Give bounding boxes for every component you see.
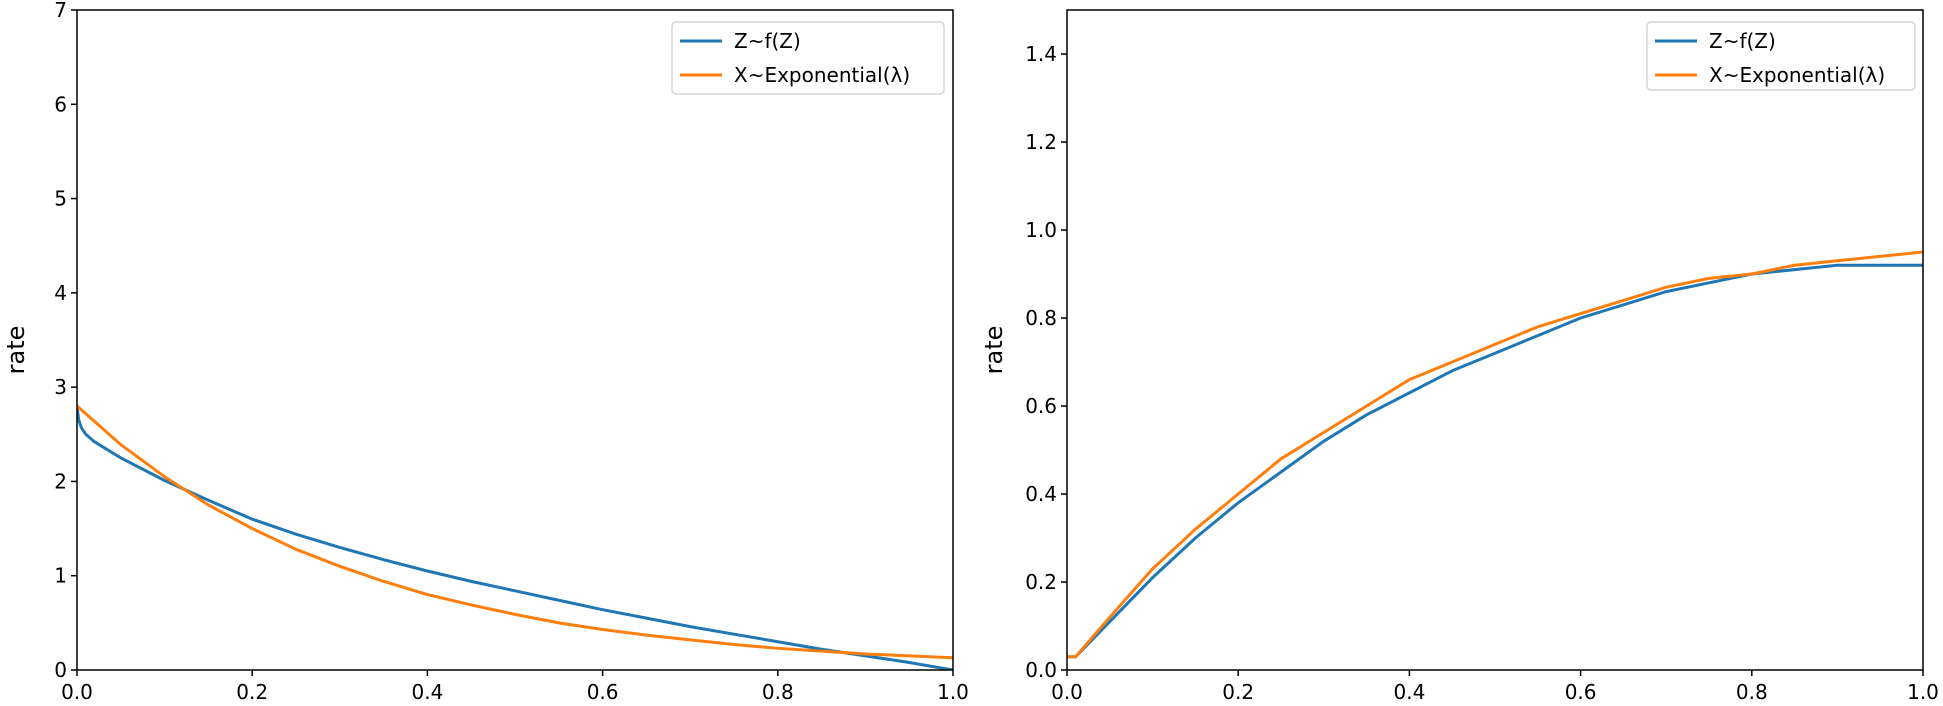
x-tick-label: 0.8 <box>762 680 794 704</box>
series-line-exponential <box>77 404 953 660</box>
y-tick-label: 0.8 <box>1025 306 1057 330</box>
y-axis-label: rate <box>2 326 30 375</box>
legend-label: X~Exponential(λ) <box>734 63 910 87</box>
x-tick-label: 1.0 <box>937 680 969 704</box>
right-chart: 0.0 0.2 0.4 0.6 0.8 1.0 0.0 0.2 0.4 0.6 0.8 1.0 1.2 1… <box>980 9 1939 704</box>
x-tick-label: 0.0 <box>1051 680 1083 704</box>
legend: Z~f(Z) X~Exponential(λ) <box>1646 21 1916 91</box>
x-tick-label: 0.2 <box>1222 680 1254 704</box>
y-tick-label: 3 <box>54 375 67 399</box>
left-chart: 0.0 0.2 0.4 0.6 0.8 1.0 0 1 2 3 4 5 6 7 rate Z~f(Z) X~Ex… <box>2 0 969 704</box>
x-tick-label: 0.6 <box>587 680 619 704</box>
legend: Z~f(Z) X~Exponential(λ) <box>671 21 945 95</box>
legend-label: X~Exponential(λ) <box>1709 63 1885 87</box>
y-tick-label: 1.2 <box>1025 130 1057 154</box>
y-tick-label: 1 <box>54 564 67 588</box>
x-tick-label: 0.4 <box>1393 680 1425 704</box>
legend-label: Z~f(Z) <box>734 29 801 53</box>
x-tick-label: 0.0 <box>61 680 93 704</box>
y-tick-label: 1.4 <box>1025 42 1057 66</box>
legend-box <box>671 21 945 95</box>
y-tick-label: 6 <box>54 92 67 116</box>
y-tick-label: 0.4 <box>1025 482 1057 506</box>
x-tick-label: 0.4 <box>411 680 443 704</box>
y-tick-label: 2 <box>54 469 67 493</box>
series-line-z <box>77 405 953 670</box>
y-tick-label: 0.2 <box>1025 570 1057 594</box>
series-line-exponential <box>1067 250 1923 659</box>
x-tick-label: 0.6 <box>1565 680 1597 704</box>
y-axis-label: rate <box>980 326 1008 375</box>
y-tick-label: 0 <box>54 658 67 682</box>
y-tick-label: 0.6 <box>1025 394 1057 418</box>
x-tick-label: 1.0 <box>1907 680 1939 704</box>
y-tick-label: 1.0 <box>1025 218 1057 242</box>
legend-box <box>1646 21 1916 91</box>
axes-frame <box>76 9 954 671</box>
y-tick-label: 5 <box>54 187 67 211</box>
legend-label: Z~f(Z) <box>1709 29 1776 53</box>
y-tick-label: 4 <box>54 281 67 305</box>
series-line-z <box>1067 263 1923 659</box>
x-tick-label: 0.8 <box>1736 680 1768 704</box>
axes-frame <box>1066 9 1924 671</box>
x-tick-label: 0.2 <box>236 680 268 704</box>
y-tick-label: 7 <box>54 0 67 22</box>
y-tick-label: 0.0 <box>1025 658 1057 682</box>
